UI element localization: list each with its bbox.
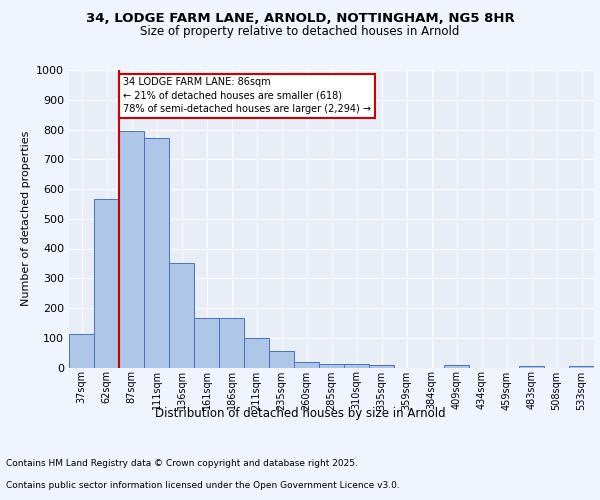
Text: Contains HM Land Registry data © Crown copyright and database right 2025.: Contains HM Land Registry data © Crown c…: [6, 458, 358, 468]
Bar: [294, 362, 319, 368]
Bar: [144, 138, 169, 368]
Text: Contains public sector information licensed under the Open Government Licence v3: Contains public sector information licen…: [6, 481, 400, 490]
Text: Size of property relative to detached houses in Arnold: Size of property relative to detached ho…: [140, 25, 460, 38]
Bar: [119, 131, 144, 368]
Bar: [444, 365, 469, 368]
Text: Distribution of detached houses by size in Arnold: Distribution of detached houses by size …: [155, 408, 445, 420]
Bar: [194, 318, 219, 368]
Text: 34 LODGE FARM LANE: 86sqm
← 21% of detached houses are smaller (618)
78% of semi: 34 LODGE FARM LANE: 86sqm ← 21% of detac…: [123, 78, 371, 114]
Bar: [219, 318, 244, 368]
Bar: [344, 364, 369, 368]
Bar: [244, 338, 269, 368]
Bar: [69, 334, 94, 368]
Bar: [319, 364, 344, 368]
Bar: [169, 264, 194, 368]
Bar: [94, 200, 119, 368]
Y-axis label: Number of detached properties: Number of detached properties: [20, 131, 31, 306]
Bar: [269, 351, 294, 368]
Bar: [519, 366, 544, 368]
Bar: [369, 364, 394, 368]
Text: 34, LODGE FARM LANE, ARNOLD, NOTTINGHAM, NG5 8HR: 34, LODGE FARM LANE, ARNOLD, NOTTINGHAM,…: [86, 12, 514, 26]
Bar: [569, 366, 594, 368]
